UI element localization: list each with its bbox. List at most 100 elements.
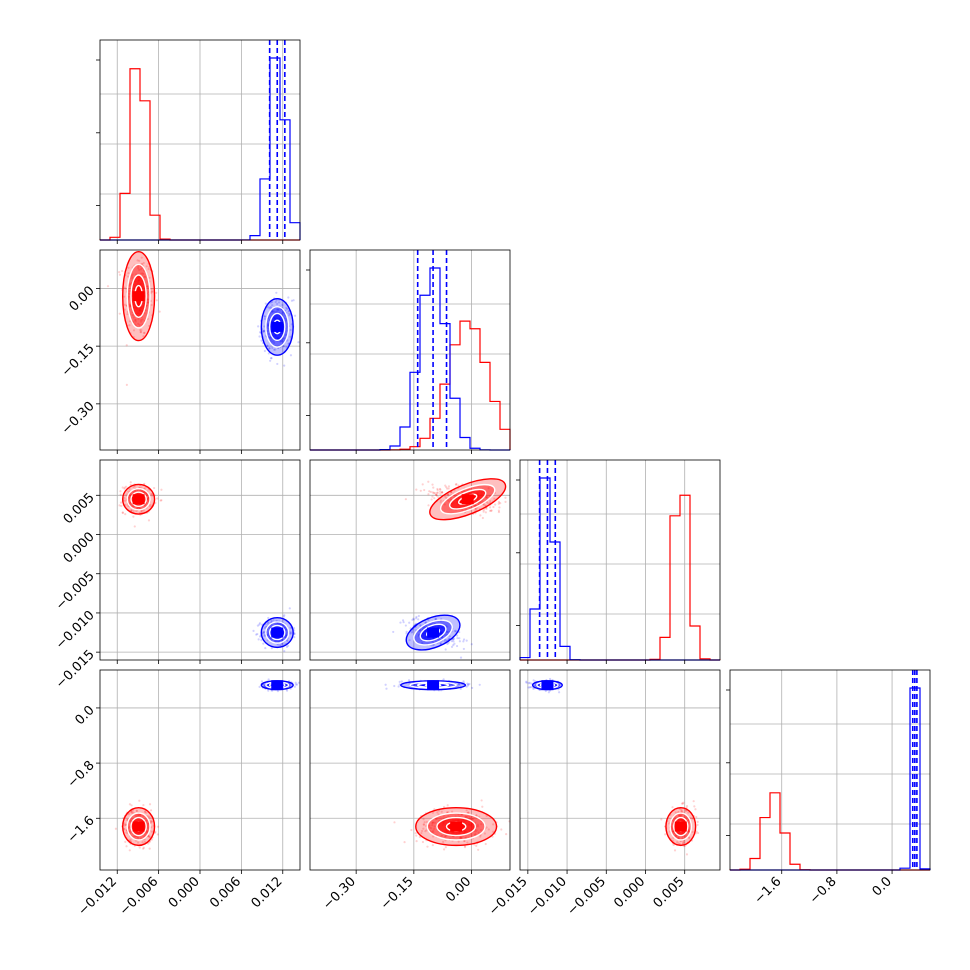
scatter-point [479,501,482,504]
scatter-point [119,493,122,496]
scatter-point [160,499,163,502]
scatter-point [447,493,450,497]
scatter-point [125,383,128,386]
scatter-point [295,683,299,686]
density-peak [541,680,554,691]
scatter-point [130,275,133,278]
scatter-point [272,310,276,313]
scatter-point [405,630,408,633]
scatter-point [156,833,159,836]
scatter-point [145,304,149,307]
scatter-point [132,485,135,489]
x-tick-label: −0.012 [75,874,120,919]
x-tick-label: −0.30 [320,874,359,913]
scatter-point [158,310,161,313]
scatter-point [138,323,141,327]
scatter-point [132,490,135,493]
scatter-point [106,285,110,288]
scatter-point [260,680,264,683]
scatter-point [140,256,143,259]
scatter-point [287,310,290,313]
scatter-point [142,335,145,338]
scatter-point [276,362,279,366]
scatter-point [282,615,285,618]
scatter-point [142,490,145,494]
scatter-point [664,833,667,836]
scatter-point [292,626,296,630]
scatter-point [494,503,497,506]
scatter-point [452,644,455,647]
scatter-point [258,685,261,688]
scatter-point [142,491,146,494]
scatter-point [137,322,140,326]
x-tick-label: 0.000 [611,874,648,911]
scatter-point [138,799,141,802]
scatter-point [401,619,405,622]
scatter-point [435,618,438,621]
scatter-point [445,631,448,634]
scatter-point [271,309,274,313]
scatter-point [127,490,130,493]
scatter-point [392,630,395,634]
scatter-point [696,820,699,823]
scatter-point [448,500,451,503]
scatter-point [385,687,388,690]
scatter-point [285,633,288,636]
scatter-point [423,488,426,492]
scatter-point [258,635,262,638]
scatter-point [137,506,141,509]
scatter-point [128,320,132,323]
scatter-point [444,846,447,849]
scatter-point [276,302,279,306]
scatter-point [492,505,495,509]
scatter-point [285,632,288,635]
y-tick-label: −0.8 [65,758,98,791]
scatter-point [441,491,444,494]
scatter-point [464,508,467,511]
density-peak [427,680,440,691]
scatter-point [284,333,288,337]
scatter-point [139,272,143,275]
scatter-point [384,683,387,686]
scatter-point [129,493,132,496]
scatter-point [140,329,143,332]
density-peak [271,321,284,332]
scatter-point [264,646,267,650]
scatter-point [283,337,286,340]
scatter-point [269,339,272,342]
scatter-point [415,615,418,619]
scatter-point [260,339,263,342]
scatter-point [417,614,420,618]
scatter-point [287,312,291,315]
scatter-point [404,624,407,627]
histogram-series-red [729,792,930,871]
scatter-point [264,625,267,629]
scatter-point [139,330,142,334]
scatter-point [443,495,447,498]
scatter-point [499,501,502,505]
scatter-point [128,496,131,499]
scatter-point [487,487,490,490]
density-peak [271,627,284,638]
scatter-point [129,481,132,484]
scatter-point [118,273,122,276]
scatter-point [421,840,425,844]
scatter-point [140,490,144,493]
scatter-point [462,640,465,643]
scatter-point [427,504,430,507]
y-tick-label: −0.15 [59,341,98,380]
scatter-point [156,825,160,828]
scatter-point [260,638,263,642]
scatter-point [131,314,134,317]
scatter-point [130,509,133,512]
scatter-point [281,624,284,627]
scatter-point [132,509,135,512]
scatter-point [270,647,273,650]
scatter-point [120,504,123,508]
scatter-point [461,509,464,512]
scatter-point [279,644,282,647]
scatter-point [146,497,150,500]
y-tick-label: −0.005 [53,569,98,614]
x-tick-label: 0.0 [870,874,895,899]
scatter-point [487,502,490,505]
